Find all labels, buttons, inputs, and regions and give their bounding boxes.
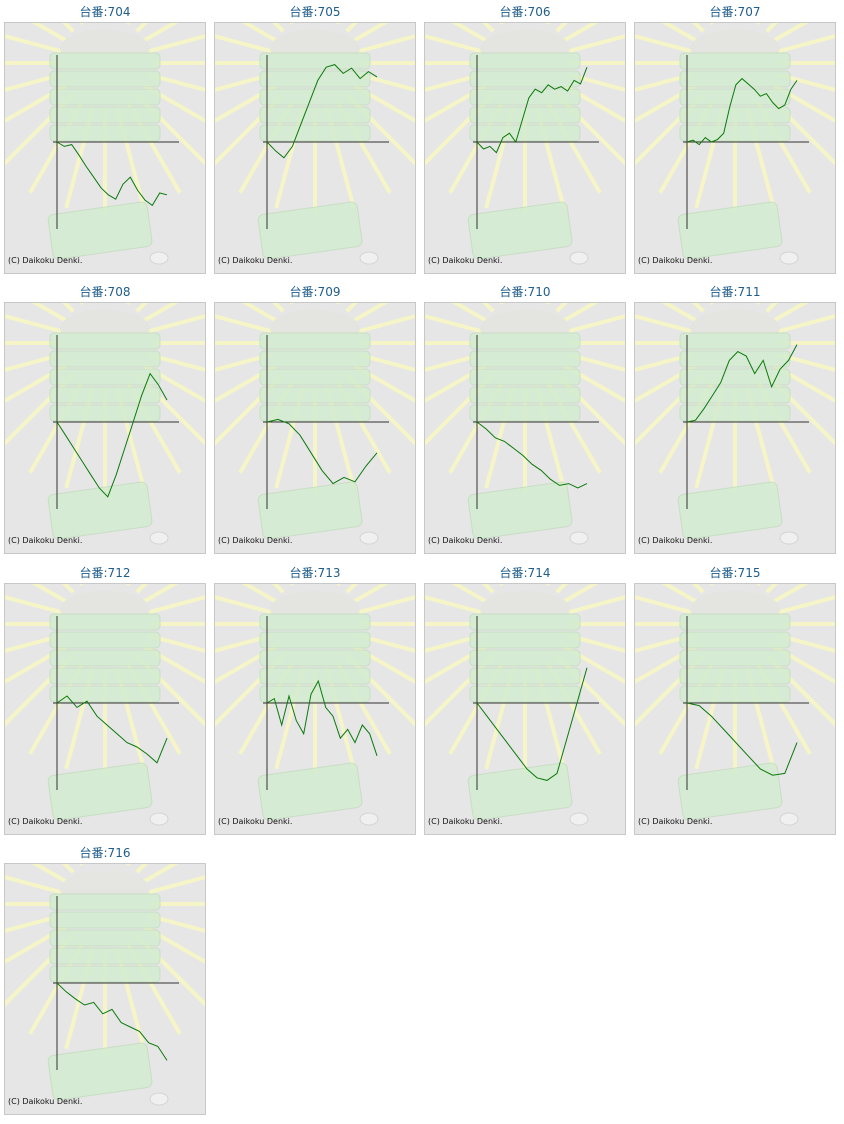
graph-panel: (C) Daikoku Denki. [634,22,836,274]
machine-number-title: 台番:715 [709,566,761,580]
slot-machine-background-icon [467,30,589,265]
slot-machine-background-icon [47,591,169,826]
graph-card: 台番:713 (C) Daikoku Denki. [210,561,420,837]
slump-graph [5,584,205,826]
sunburst-background-icon [425,23,625,213]
slump-line [476,67,588,154]
slump-graph [425,23,625,265]
slump-line [56,982,168,1061]
slump-line [266,64,378,159]
slump-graph [425,303,625,545]
machine-number-title: 台番:705 [289,5,341,19]
graph-card: 台番:709 (C) Daikoku Denki. [210,280,420,556]
slump-graph [635,584,835,826]
slot-machine-background-icon [677,591,799,826]
slot-machine-background-icon [257,591,379,826]
graph-card: 台番:715 (C) Daikoku Denki. [630,561,840,837]
slump-graph [425,584,625,826]
graph-panel: (C) Daikoku Denki. [214,583,416,835]
machine-number-title: 台番:704 [79,5,131,19]
graph-card: 台番:707 (C) Daikoku Denki. [630,0,840,276]
graph-panel: (C) Daikoku Denki. [214,302,416,554]
graph-panel: (C) Daikoku Denki. [634,302,836,554]
slump-graph [635,303,835,545]
slot-machine-background-icon [257,30,379,265]
copyright-text: (C) Daikoku Denki. [428,256,503,265]
graph-panel: (C) Daikoku Denki. [4,863,206,1115]
graph-panel: (C) Daikoku Denki. [424,583,626,835]
copyright-text: (C) Daikoku Denki. [218,536,293,545]
slot-machine-background-icon [677,30,799,265]
slump-line [266,418,378,485]
slot-machine-background-icon [677,310,799,545]
copyright-text: (C) Daikoku Denki. [8,536,83,545]
slot-machine-background-icon [47,30,169,265]
graph-card: 台番:712 (C) Daikoku Denki. [0,561,210,837]
slump-line [266,679,378,756]
slot-machine-background-icon [467,591,589,826]
copyright-text: (C) Daikoku Denki. [428,817,503,826]
copyright-text: (C) Daikoku Denki. [8,1097,83,1106]
copyright-text: (C) Daikoku Denki. [638,256,713,265]
slump-line [476,667,588,781]
graph-card: 台番:706 (C) Daikoku Denki. [420,0,630,276]
graph-card: 台番:711 (C) Daikoku Denki. [630,280,840,556]
slump-graph [5,303,205,545]
copyright-text: (C) Daikoku Denki. [218,817,293,826]
slump-graph [215,584,415,826]
slump-graph [215,23,415,265]
copyright-text: (C) Daikoku Denki. [218,256,293,265]
copyright-text: (C) Daikoku Denki. [638,536,713,545]
graph-panel: (C) Daikoku Denki. [424,302,626,554]
machine-number-title: 台番:716 [79,846,131,860]
graph-card: 台番:710 (C) Daikoku Denki. [420,280,630,556]
graph-panel: (C) Daikoku Denki. [4,302,206,554]
slump-line [476,421,588,489]
slump-graph [5,864,205,1106]
slot-machine-background-icon [467,310,589,545]
copyright-text: (C) Daikoku Denki. [8,817,83,826]
graph-panel: (C) Daikoku Denki. [634,583,836,835]
graph-card: 台番:704 (C) Daikoku Denki. [0,0,210,276]
slot-machine-background-icon [257,310,379,545]
graph-card: 台番:705 (C) Daikoku Denki. [210,0,420,276]
graph-card: 台番:716 (C) Daikoku Denki. [0,841,210,1117]
slot-machine-background-icon [47,871,169,1106]
machine-number-title: 台番:711 [709,285,761,299]
slump-graph [5,23,205,265]
copyright-text: (C) Daikoku Denki. [638,817,713,826]
machine-number-title: 台番:713 [289,566,341,580]
graph-panel: (C) Daikoku Denki. [214,22,416,274]
graph-panel: (C) Daikoku Denki. [424,22,626,274]
graph-panel: (C) Daikoku Denki. [4,22,206,274]
graph-panel: (C) Daikoku Denki. [4,583,206,835]
slump-line [686,77,798,146]
machine-number-title: 台番:712 [79,566,131,580]
slump-line [56,141,168,207]
graph-card: 台番:708 (C) Daikoku Denki. [0,280,210,556]
slump-line [56,372,168,498]
machine-number-title: 台番:710 [499,285,551,299]
slump-line [686,702,798,776]
copyright-text: (C) Daikoku Denki. [8,256,83,265]
graph-card: 台番:714 (C) Daikoku Denki. [420,561,630,837]
machine-number-title: 台番:709 [289,285,341,299]
slump-graph [635,23,835,265]
slump-graph [215,303,415,545]
machine-number-title: 台番:706 [499,5,551,19]
slump-line [686,344,798,423]
machine-number-title: 台番:708 [79,285,131,299]
machine-number-title: 台番:714 [499,566,551,580]
slump-line [56,695,168,764]
machine-number-title: 台番:707 [709,5,761,19]
slot-machine-background-icon [47,310,169,545]
copyright-text: (C) Daikoku Denki. [428,536,503,545]
